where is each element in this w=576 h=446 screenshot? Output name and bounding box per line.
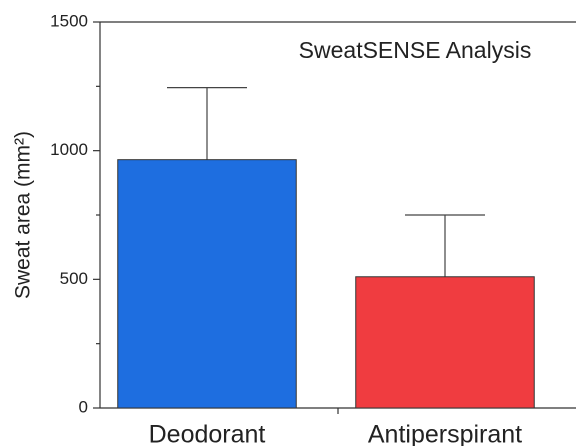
y-tick-label: 1000 [50,140,88,159]
y-tick-label: 0 [79,397,88,416]
chart-title: SweatSENSE Analysis [299,37,532,63]
x-tick-label: Antiperspirant [368,421,522,446]
bar [117,159,297,409]
y-tick-label: 1500 [50,11,88,30]
x-tick-label: Deodorant [149,421,266,446]
y-tick-label: 500 [60,269,88,288]
y-axis-label: Sweat area (mm²) [12,131,35,299]
bar [355,276,535,409]
